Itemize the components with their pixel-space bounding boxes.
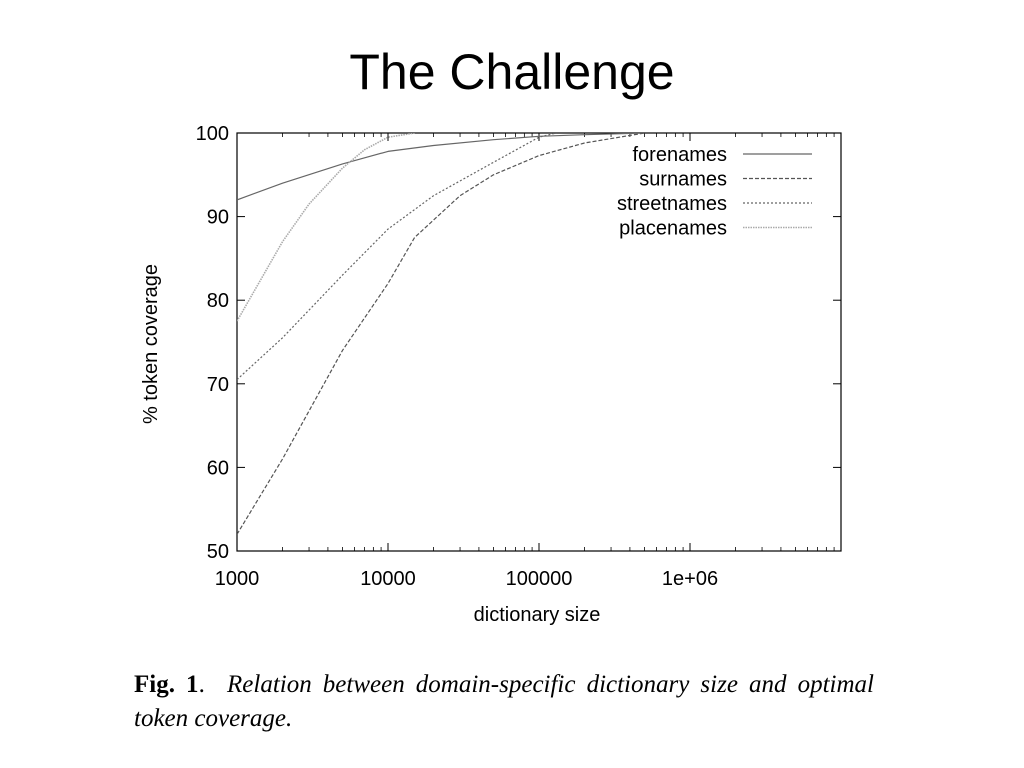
y-axis-label: % token coverage <box>140 264 162 424</box>
legend-label-streetnames: streetnames <box>617 193 727 215</box>
x-axis-label: dictionary size <box>474 604 601 626</box>
plot-frame <box>236 132 842 552</box>
legend-label-forenames: forenames <box>633 144 728 166</box>
x-tick-label: 100000 <box>506 568 573 590</box>
y-tick-label: 60 <box>207 457 229 479</box>
figure-caption: Fig. 1. Relation between domain-specific… <box>134 668 874 736</box>
x-tick-label: 1e+06 <box>662 568 718 590</box>
y-tick-label: 90 <box>207 207 229 229</box>
slide-title: The Challenge <box>349 44 675 100</box>
series-line-streetnames <box>237 133 557 381</box>
series-line-forenames <box>237 133 645 201</box>
y-tick-label: 80 <box>207 290 229 312</box>
series-line-surnames <box>237 133 645 535</box>
x-tick-label: 1000 <box>215 568 260 590</box>
x-tick-label: 10000 <box>360 568 416 590</box>
legend-label-placenames: placenames <box>619 218 727 240</box>
legend-label-surnames: surnames <box>639 169 727 191</box>
y-tick-label: 70 <box>207 374 229 396</box>
caption-text: Relation between domain-specific diction… <box>134 671 874 732</box>
y-tick-label: 100 <box>196 123 229 145</box>
caption-separator: . <box>198 671 205 698</box>
caption-label: Fig. 1 <box>134 671 199 698</box>
y-tick-label: 50 <box>207 541 229 563</box>
